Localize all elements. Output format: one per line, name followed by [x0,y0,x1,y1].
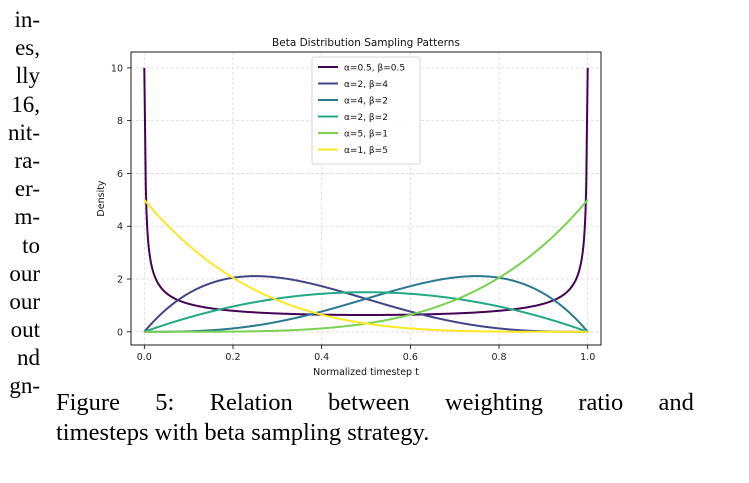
y-tick-label: 10 [111,63,123,74]
y-tick-label: 0 [117,327,123,338]
x-tick-label: 1.0 [580,352,595,363]
legend-label: α=5, β=1 [344,130,388,140]
y-tick-label: 8 [117,116,123,127]
series-line [143,291,589,333]
caption-line-2: timesteps with beta sampling strategy. [56,419,430,446]
left-column-line: lly [15,63,40,89]
legend-label: α=4, β=2 [344,97,388,107]
caption-word: Figure [56,389,120,416]
left-column-line: er- [14,176,40,202]
legend-label: α=1, β=5 [344,146,388,156]
caption-line-1: Figure 5: Relation between weighting ratio and [56,388,694,418]
y-tick-label: 4 [117,222,123,233]
series-line [143,199,588,333]
y-tick-label: 6 [117,169,123,180]
caption-word: and [658,389,694,416]
legend-label: α=2, β=2 [344,113,388,123]
caption-word: ratio [578,389,624,416]
caption-word: Relation [209,389,293,416]
left-column-line: out [10,317,40,343]
y-tick-label: 2 [117,275,123,286]
legend-label: α=0.5, β=0.5 [344,64,405,74]
y-axis-label: Density [96,180,107,216]
left-column-line: ra- [14,147,40,173]
caption-word: between [328,389,410,416]
left-column-line: our [9,288,40,314]
x-tick-label: 0.4 [314,352,329,363]
x-axis-label: Normalized timestep t [313,367,419,378]
left-column-line: 16, [11,91,40,117]
series-line [144,275,589,333]
legend-label: α=2, β=4 [344,80,388,90]
chart-title: Beta Distribution Sampling Patterns [272,37,460,49]
x-tick-label: 0.8 [491,352,506,363]
left-column-line: nit- [8,119,40,145]
plot-frame [130,51,602,346]
figure-caption: Figure 5: Relation between weighting ratio and… [56,388,694,448]
x-tick-label: 0.0 [137,352,152,363]
caption-word: weighting [444,389,543,416]
left-column-line: m- [14,204,40,230]
x-tick-label: 0.6 [403,352,418,363]
left-column-line: nd [17,345,40,371]
left-column-text: in-es, lly 16, nit-ra-er-m-to our our out nd gn- [0,6,40,401]
legend-box [311,56,421,165]
left-column-line: to [22,232,40,258]
caption-word: 5: [155,389,175,416]
left-column-line: es, [15,35,40,61]
left-column-line: in- [14,7,40,32]
beta-distribution-chart: 0.0 0.2 0.4 0.6 0.8 1.0 0 2 4 6 8 10 Beta Distributi… [96,37,602,378]
chart-figure: 0.0 0.2 0.4 0.6 0.8 1.0 0 2 4 6 8 10 Beta Distributi… [80,20,620,385]
left-column-line: gn- [9,373,40,399]
x-tick-label: 0.2 [225,352,240,363]
left-column-line: our [9,260,40,286]
